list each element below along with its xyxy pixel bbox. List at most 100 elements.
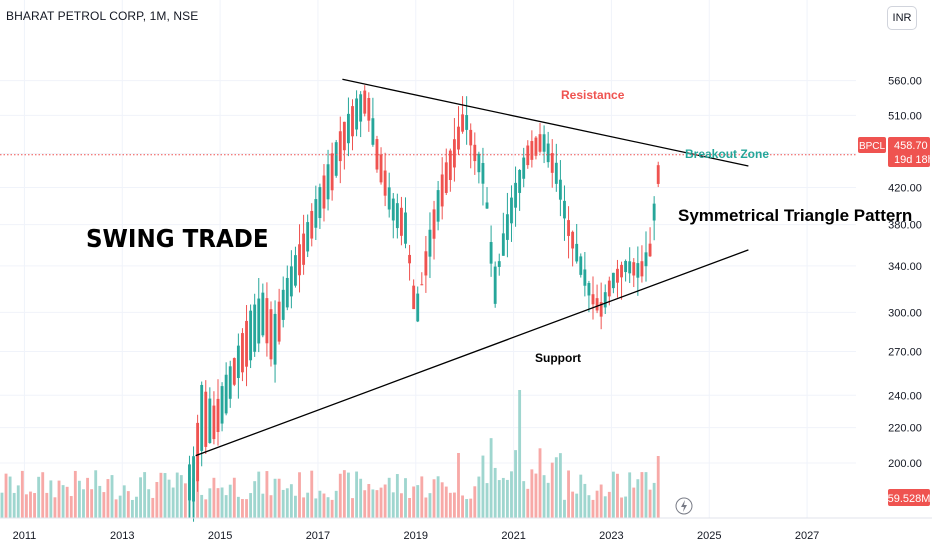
x-tick-label: 2011 (13, 530, 37, 542)
candle-body (636, 263, 640, 278)
candle-body (379, 154, 383, 183)
volume-bar (408, 497, 412, 518)
candle-body (318, 187, 322, 219)
volume-label[interactable]: 59.528M (888, 489, 931, 506)
y-tick-label: 510.00 (888, 110, 922, 122)
volume-bar (603, 496, 607, 518)
volume-bar (155, 481, 159, 518)
price-label[interactable]: BPCL 458.70 19d 18h (858, 137, 932, 167)
volume-bar (245, 499, 248, 518)
volume-bar (269, 495, 273, 518)
candle-body (640, 261, 644, 277)
volume-bar (171, 487, 175, 518)
volume-bar (424, 497, 428, 518)
volume-bar (428, 493, 432, 518)
volume-bar (298, 472, 301, 518)
lightning-icon[interactable] (675, 497, 693, 515)
candle-body (232, 358, 236, 385)
candle-body (485, 202, 489, 209)
x-tick-label: 2023 (599, 530, 623, 542)
candle-body (448, 150, 452, 181)
candle-body (277, 301, 281, 342)
volume-bar (461, 495, 464, 518)
volume-bar (16, 485, 20, 518)
candle-body (603, 292, 607, 308)
annotation-pattern: Symmetrical Triangle Pattern (678, 206, 912, 225)
volume-bar (106, 479, 110, 518)
annotation-swing-trade: SWING TRADE (86, 224, 269, 253)
candle-body (493, 266, 497, 304)
volume-bar (326, 497, 330, 518)
candle-body (298, 244, 301, 276)
x-tick-label: 2025 (697, 530, 721, 542)
volume-bar (24, 494, 28, 518)
candle-body (196, 422, 200, 482)
volume-bar (342, 470, 346, 518)
candle-body (522, 157, 526, 179)
candle-body (342, 121, 346, 151)
volume-bar (628, 472, 632, 518)
candle-body (330, 153, 334, 191)
price-axis[interactable]: 560.00510.00460.00420.00380.00340.00300.… (888, 76, 922, 470)
volume-bar (567, 470, 570, 518)
candle-body (432, 209, 436, 239)
volume-bar (20, 470, 24, 518)
volume-bar (412, 486, 416, 518)
volume-bar (611, 471, 615, 518)
volume-bar (391, 492, 395, 518)
candle-body (412, 285, 416, 310)
price-label-countdown: 19d 18h (894, 154, 932, 166)
volume-bar (599, 484, 603, 518)
candle-body (526, 145, 530, 166)
candle-body (575, 243, 579, 262)
volume-label-value: 59.528M (888, 493, 931, 505)
volume-bar (367, 484, 371, 518)
candle-body (408, 254, 412, 264)
candle-body (514, 182, 517, 208)
candle-body (583, 269, 587, 286)
candle-body (236, 345, 240, 379)
volume-bar (546, 482, 550, 518)
volume-bar (322, 493, 326, 518)
candle-body (620, 264, 623, 278)
candle-body (477, 153, 481, 173)
candle-body (338, 131, 342, 162)
trendline-resistance (342, 78, 749, 167)
candle-body (212, 405, 216, 440)
volume-bar (216, 488, 220, 518)
volume-bar (310, 470, 314, 518)
annotation-support: Support (535, 351, 581, 365)
candle-body (567, 220, 570, 236)
candle-body (395, 203, 399, 229)
volume-bar (644, 472, 648, 518)
volume-bar (485, 483, 489, 518)
volume-bar (493, 467, 497, 518)
currency-button[interactable]: INR (887, 6, 917, 30)
volume-bar (387, 477, 391, 518)
volume-bar (420, 476, 424, 518)
volume-bar (620, 497, 623, 518)
volume-bar (469, 498, 473, 518)
candle-body (534, 137, 538, 156)
candle-body (595, 298, 599, 311)
volume-bar (355, 471, 359, 518)
price-label-value: 458.70 (894, 140, 928, 152)
time-axis[interactable]: 2011 2013 2015 2017 2019 2021 2023 2025 2027 (0, 517, 932, 542)
candle-body (632, 262, 636, 276)
candle-body (375, 139, 379, 170)
volume-bar (563, 499, 566, 518)
candle-body (334, 142, 338, 176)
trendline-support (195, 249, 749, 457)
volume-bar (236, 496, 240, 518)
volume-bar (448, 492, 452, 518)
volume-bar (41, 472, 45, 518)
volume-bar (183, 483, 187, 518)
candle-body (192, 456, 195, 502)
volume-bar (90, 489, 94, 518)
x-tick-label: 2015 (208, 530, 232, 542)
candle-body (383, 170, 387, 196)
volume-bar (257, 471, 261, 518)
volume-bar (94, 470, 98, 518)
candle-body (416, 293, 420, 322)
volume-bar (49, 480, 53, 518)
